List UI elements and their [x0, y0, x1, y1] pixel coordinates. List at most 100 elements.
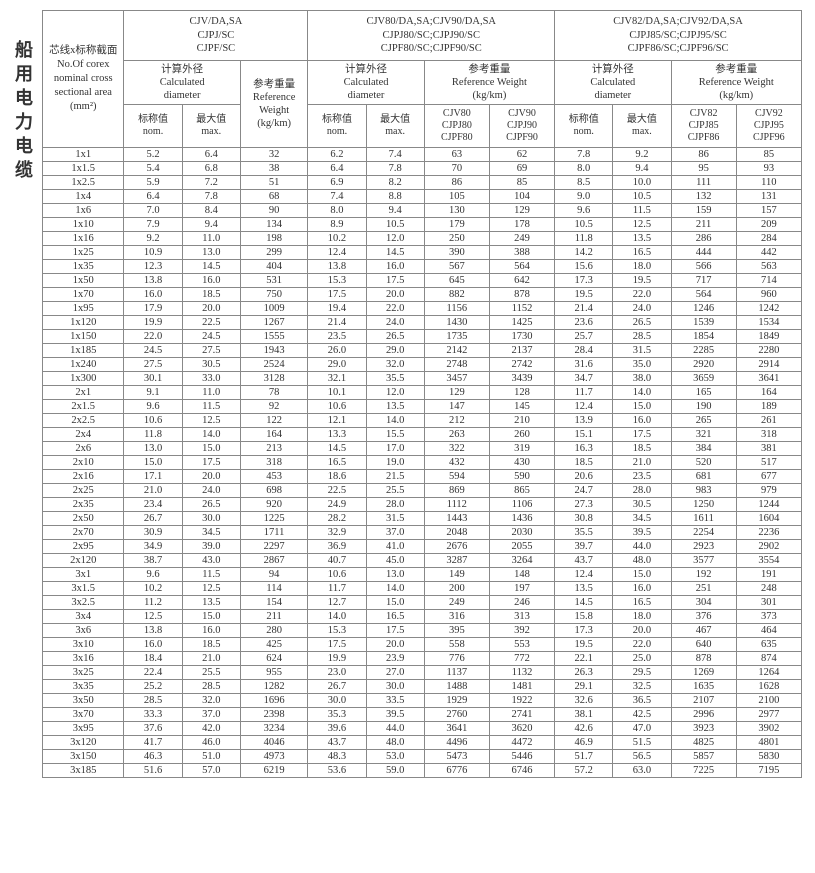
data-cell: 390 — [424, 246, 489, 260]
group-header: CJV82/DA,SA;CJV92/DA,SACJPJ85/SC;CJPJ95/… — [555, 11, 802, 61]
data-cell: 30.9 — [124, 526, 182, 540]
data-cell: 564 — [671, 288, 736, 302]
col-header: 最大值max. — [366, 105, 424, 148]
data-cell: 22.5 — [182, 316, 240, 330]
data-cell: 1246 — [671, 302, 736, 316]
data-cell: 3287 — [424, 554, 489, 568]
data-cell: 983 — [671, 484, 736, 498]
data-cell: 1244 — [736, 498, 801, 512]
ref-col-header: CJV82CJPJ85CJPF86 — [671, 105, 736, 148]
calc-diameter-header: 计算外径Calculateddiameter — [308, 60, 424, 104]
data-cell: 10.6 — [124, 414, 182, 428]
data-cell: 16.5 — [366, 610, 424, 624]
data-cell: 404 — [240, 260, 308, 274]
data-cell: 5446 — [489, 750, 554, 764]
data-cell: 32.9 — [308, 526, 366, 540]
data-cell: 553 — [489, 638, 554, 652]
data-cell: 558 — [424, 638, 489, 652]
data-cell: 265 — [671, 414, 736, 428]
data-cell: 3439 — [489, 372, 554, 386]
table-row: 2x5026.730.0122528.231.51443143630.834.5… — [43, 512, 802, 526]
data-cell: 29.1 — [555, 680, 613, 694]
data-cell: 69 — [489, 162, 554, 176]
data-cell: 15.0 — [366, 596, 424, 610]
data-cell: 38.7 — [124, 554, 182, 568]
data-cell: 33.3 — [124, 708, 182, 722]
data-cell: 22.4 — [124, 666, 182, 680]
data-cell: 3902 — [736, 722, 801, 736]
data-cell: 38 — [240, 162, 308, 176]
data-cell: 1436 — [489, 512, 554, 526]
data-cell: 2914 — [736, 358, 801, 372]
data-cell: 1730 — [489, 330, 554, 344]
data-cell: 39.5 — [366, 708, 424, 722]
data-cell: 590 — [489, 470, 554, 484]
data-cell: 1635 — [671, 680, 736, 694]
row-label: 3x6 — [43, 624, 124, 638]
data-cell: 165 — [671, 386, 736, 400]
row-label: 3x185 — [43, 764, 124, 778]
data-cell: 122 — [240, 414, 308, 428]
data-cell: 7.8 — [182, 190, 240, 204]
data-cell: 5857 — [671, 750, 736, 764]
data-cell: 15.6 — [555, 260, 613, 274]
data-cell: 6.4 — [308, 162, 366, 176]
data-cell: 1854 — [671, 330, 736, 344]
data-cell: 63.0 — [613, 764, 671, 778]
row-label: 3x2.5 — [43, 596, 124, 610]
data-cell: 8.5 — [555, 176, 613, 190]
data-cell: 13.8 — [124, 624, 182, 638]
data-cell: 36.9 — [308, 540, 366, 554]
data-cell: 1264 — [736, 666, 801, 680]
data-cell: 8.4 — [182, 204, 240, 218]
data-cell: 31.5 — [613, 344, 671, 358]
data-cell: 25.2 — [124, 680, 182, 694]
data-cell: 15.3 — [308, 624, 366, 638]
data-cell: 3264 — [489, 554, 554, 568]
data-cell: 114 — [240, 582, 308, 596]
data-cell: 8.0 — [308, 204, 366, 218]
data-cell: 28.5 — [124, 694, 182, 708]
data-cell: 22.5 — [308, 484, 366, 498]
data-cell: 21.0 — [613, 456, 671, 470]
data-cell: 19.5 — [613, 274, 671, 288]
data-cell: 212 — [424, 414, 489, 428]
row-label: 2x1.5 — [43, 400, 124, 414]
group-header: CJV80/DA,SA;CJV90/DA,SACJPJ80/SC;CJPJ90/… — [308, 11, 555, 61]
data-cell: 3659 — [671, 372, 736, 386]
data-cell: 2748 — [424, 358, 489, 372]
col-header: 最大值max. — [182, 105, 240, 148]
data-cell: 5.2 — [124, 148, 182, 162]
data-cell: 22.1 — [555, 652, 613, 666]
data-cell: 19.5 — [555, 638, 613, 652]
data-cell: 2137 — [489, 344, 554, 358]
row-label: 2x25 — [43, 484, 124, 498]
data-cell: 249 — [489, 232, 554, 246]
data-cell: 7.8 — [555, 148, 613, 162]
data-cell: 32 — [240, 148, 308, 162]
data-cell: 21.4 — [555, 302, 613, 316]
data-cell: 1539 — [671, 316, 736, 330]
data-cell: 23.5 — [308, 330, 366, 344]
table-row: 3x9537.642.0323439.644.03641362042.647.0… — [43, 722, 802, 736]
data-cell: 53.6 — [308, 764, 366, 778]
data-cell: 316 — [424, 610, 489, 624]
data-cell: 47.0 — [613, 722, 671, 736]
data-cell: 1534 — [736, 316, 801, 330]
data-cell: 9.6 — [555, 204, 613, 218]
data-cell: 10.2 — [308, 232, 366, 246]
data-cell: 35.5 — [366, 372, 424, 386]
data-cell: 17.1 — [124, 470, 182, 484]
data-cell: 960 — [736, 288, 801, 302]
corner-header: 芯线x标称截面No.Of corexnominal crosssectional… — [43, 11, 124, 148]
data-cell: 2280 — [736, 344, 801, 358]
data-cell: 43.7 — [308, 736, 366, 750]
data-cell: 32.0 — [182, 694, 240, 708]
data-cell: 12.4 — [308, 246, 366, 260]
data-cell: 41.7 — [124, 736, 182, 750]
data-cell: 104 — [489, 190, 554, 204]
data-cell: 714 — [736, 274, 801, 288]
data-cell: 1156 — [424, 302, 489, 316]
data-cell: 6.4 — [124, 190, 182, 204]
data-cell: 29.5 — [613, 666, 671, 680]
